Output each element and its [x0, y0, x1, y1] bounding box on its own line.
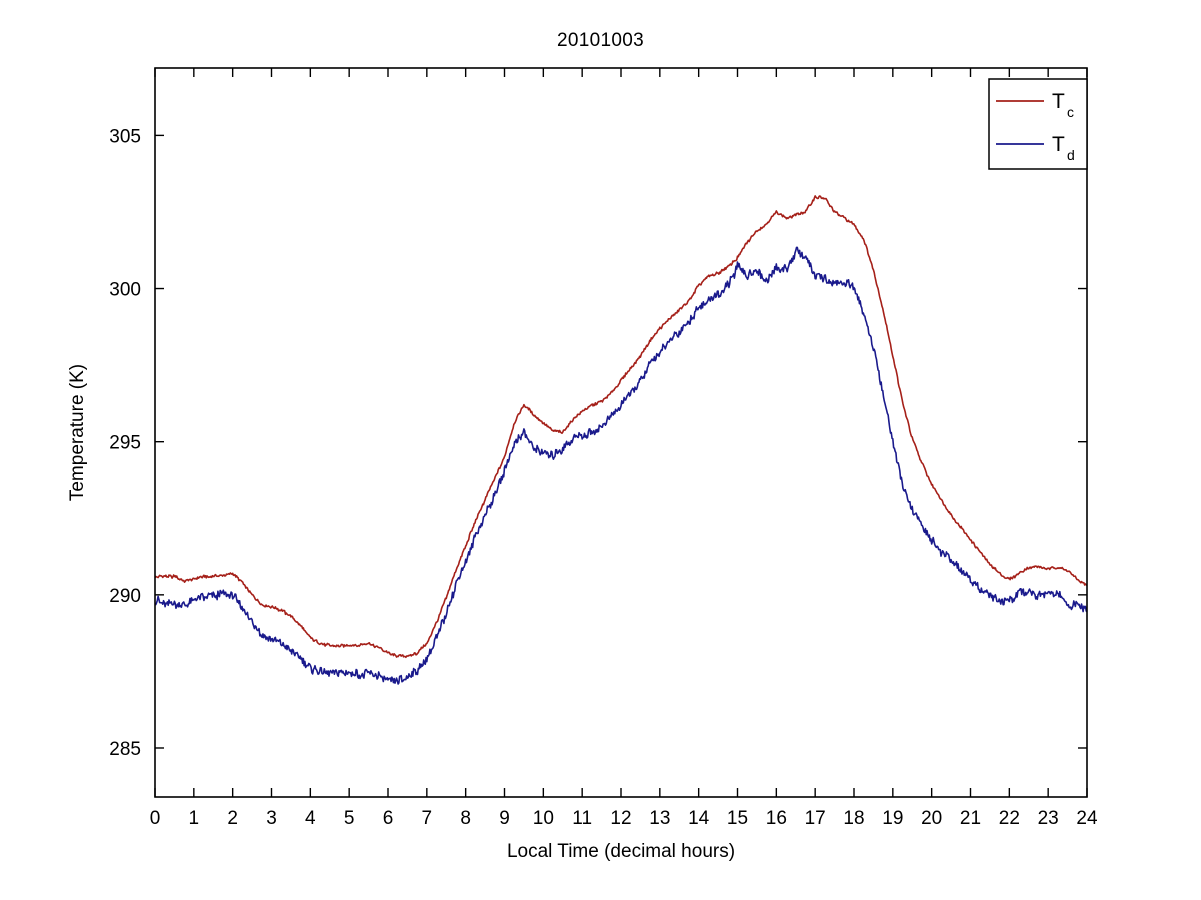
legend-label-subscript: c	[1067, 104, 1074, 120]
x-tick-label: 5	[344, 808, 355, 829]
x-tick-label: 23	[1038, 808, 1059, 829]
x-tick-label: 2	[227, 808, 238, 829]
series-line-t-d	[154, 246, 1088, 685]
legend-box	[988, 78, 1088, 170]
x-tick-label: 11	[572, 808, 592, 829]
x-tick-label: 10	[533, 808, 554, 829]
y-tick-label: 285	[109, 739, 141, 760]
x-tick-label: 14	[688, 808, 710, 829]
legend-label-base: T	[1052, 133, 1065, 156]
x-axis-title: Local Time (decimal hours)	[507, 841, 735, 862]
x-tick-label: 17	[805, 808, 826, 829]
x-tick-label: 18	[843, 808, 864, 829]
y-tick-label: 300	[109, 280, 141, 301]
x-tick-label: 16	[766, 808, 787, 829]
x-tick-label: 12	[610, 808, 631, 829]
x-tick-label: 3	[266, 808, 277, 829]
plot-background	[155, 68, 1087, 797]
y-tick-label: 305	[109, 126, 141, 147]
x-tick-label: 1	[189, 808, 200, 829]
x-tick-label: 8	[460, 808, 471, 829]
x-tick-label: 13	[649, 808, 670, 829]
x-tick-label: 15	[727, 808, 748, 829]
axis-ticks	[154, 68, 1088, 797]
x-tick-label: 7	[422, 808, 433, 829]
legend-label-base: T	[1052, 90, 1065, 113]
x-tick-label: 20	[921, 808, 942, 829]
x-tick-label: 4	[305, 808, 316, 829]
x-tick-label: 19	[882, 808, 903, 829]
series-line-t-c	[154, 195, 1088, 659]
axes-box	[154, 67, 1088, 798]
y-axis-title: Temperature (K)	[67, 364, 88, 501]
chart-title: 20101003	[557, 30, 644, 51]
x-tick-label: 21	[960, 808, 981, 829]
x-tick-label: 6	[383, 808, 394, 829]
x-tick-label: 9	[499, 808, 510, 829]
y-tick-label: 295	[109, 433, 141, 454]
x-tick-label: 24	[1076, 808, 1098, 829]
x-tick-label: 22	[999, 808, 1020, 829]
y-tick-label: 290	[109, 586, 141, 607]
legend-label-subscript: d	[1067, 147, 1075, 163]
x-tick-label: 0	[150, 808, 161, 829]
